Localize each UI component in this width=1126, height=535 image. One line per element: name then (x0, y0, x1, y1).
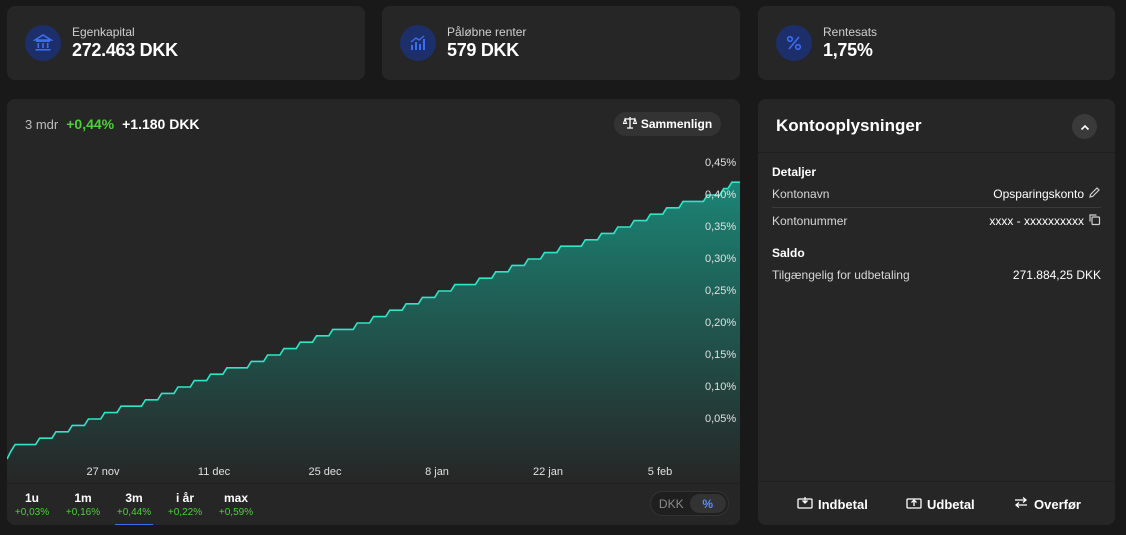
y-tick-label: 0,40% (705, 189, 737, 201)
chart-card: 3 mdr +0,44% +1.180 DKK Sammenlign 0,45%… (7, 99, 740, 525)
collapse-button[interactable] (1072, 114, 1097, 139)
period-label: 3 mdr (25, 117, 59, 132)
stat-value: 1,75% (823, 40, 873, 60)
deposit-label: Indbetal (818, 496, 868, 512)
account-number-value: xxxx - xxxxxxxxxx (989, 213, 1101, 229)
x-tick-label: 5 feb (647, 466, 673, 478)
range-label: i år (175, 491, 194, 505)
y-tick-label: 0,35% (705, 221, 737, 233)
range-change: +0,03% (14, 507, 50, 518)
percent-icon (776, 25, 812, 61)
range-1m[interactable]: 1m +0,16% (65, 491, 101, 520)
account-name-value: Opsparingskonto (993, 186, 1101, 202)
scale-icon (622, 116, 638, 132)
range-change: +0,16% (65, 507, 101, 518)
stat-card-accrued-interest: Påløbne renter 579 DKK (382, 6, 740, 80)
deposit-icon (797, 496, 813, 512)
series-line (7, 181, 740, 460)
bar-chart-up-icon (400, 25, 436, 61)
pencil-icon[interactable] (1088, 186, 1101, 202)
x-tick-label: 25 dec (308, 466, 342, 478)
transfer-label: Overfør (1034, 496, 1081, 512)
stat-label: Påløbne renter (447, 25, 527, 39)
range-label: 3m (125, 491, 143, 505)
change-percent: +0,44% (66, 116, 115, 132)
toggle-percent[interactable]: % (689, 494, 726, 513)
y-tick-label: 0,45% (705, 157, 737, 169)
divider (758, 152, 1115, 153)
y-tick-label: 0,30% (705, 253, 737, 265)
y-tick-label: 0,15% (705, 349, 737, 361)
stat-card-equity: Egenkapital 272.463 DKK (7, 6, 365, 80)
withdraw-button[interactable]: Udbetal (906, 496, 975, 512)
available-label: Tilgængelig for udbetaling (772, 268, 910, 282)
range-change: +0,22% (167, 507, 203, 518)
x-tick-label: 27 nov (86, 466, 120, 478)
range-label: 1m (74, 491, 92, 505)
details-heading: Detaljer (772, 165, 817, 179)
row-separator (772, 207, 1101, 208)
compare-label: Sammenlign (640, 117, 713, 131)
range-label: max (223, 491, 249, 505)
balance-heading: Saldo (772, 246, 805, 260)
account-name-label: Kontonavn (772, 187, 830, 201)
stat-card-interest-rate: Rentesats 1,75% (758, 6, 1115, 80)
range-ytd[interactable]: i år +0,22% (167, 491, 203, 520)
withdraw-label: Udbetal (927, 496, 975, 512)
withdraw-icon (906, 496, 922, 512)
divider (758, 481, 1115, 482)
unit-toggle[interactable]: DKK % (650, 491, 729, 516)
stat-label: Egenkapital (72, 25, 135, 39)
y-tick-label: 0,25% (705, 285, 737, 297)
range-label: 1u (24, 491, 39, 505)
transfer-icon (1013, 496, 1029, 512)
bank-icon (25, 25, 61, 61)
copy-icon[interactable] (1088, 213, 1101, 229)
account-info-card: Kontooplysninger Detaljer Kontonavn Opsp… (758, 99, 1115, 525)
x-tick-label: 22 jan (533, 466, 563, 478)
range-max[interactable]: max +0,59% (217, 491, 255, 520)
account-number-label: Kontonummer (772, 214, 848, 228)
account-info-title: Kontooplysninger (776, 116, 922, 135)
y-tick-label: 0,10% (705, 381, 737, 393)
chevron-up-icon (1080, 118, 1090, 136)
toggle-dkk[interactable]: DKK (658, 496, 684, 511)
range-change: +0,44% (116, 507, 152, 518)
transfer-button[interactable]: Overfør (1013, 496, 1081, 512)
area-fill (7, 182, 740, 483)
stat-value: 579 DKK (447, 40, 519, 60)
change-amount: +1.180 DKK (122, 116, 200, 132)
compare-button[interactable]: Sammenlign (614, 112, 721, 136)
y-tick-label: 0,05% (705, 413, 737, 425)
y-tick-label: 0,20% (705, 317, 737, 329)
chart-summary: 3 mdr +0,44% +1.180 DKK (25, 116, 200, 132)
range-1u[interactable]: 1u +0,03% (14, 491, 50, 520)
x-tick-label: 11 dec (197, 466, 231, 478)
chart-divider (7, 483, 740, 484)
area-chart[interactable] (7, 99, 740, 483)
account-number-text: xxxx - xxxxxxxxxx (989, 214, 1084, 228)
stat-label: Rentesats (823, 25, 878, 39)
stat-value: 272.463 DKK (72, 40, 178, 60)
available-value: 271.884,25 DKK (1012, 268, 1101, 282)
account-name-text: Opsparingskonto (993, 187, 1084, 201)
x-tick-label: 8 jan (425, 466, 449, 478)
range-3m[interactable]: 3m +0,44% (115, 491, 153, 525)
range-change: +0,59% (218, 507, 254, 518)
deposit-button[interactable]: Indbetal (797, 496, 868, 512)
